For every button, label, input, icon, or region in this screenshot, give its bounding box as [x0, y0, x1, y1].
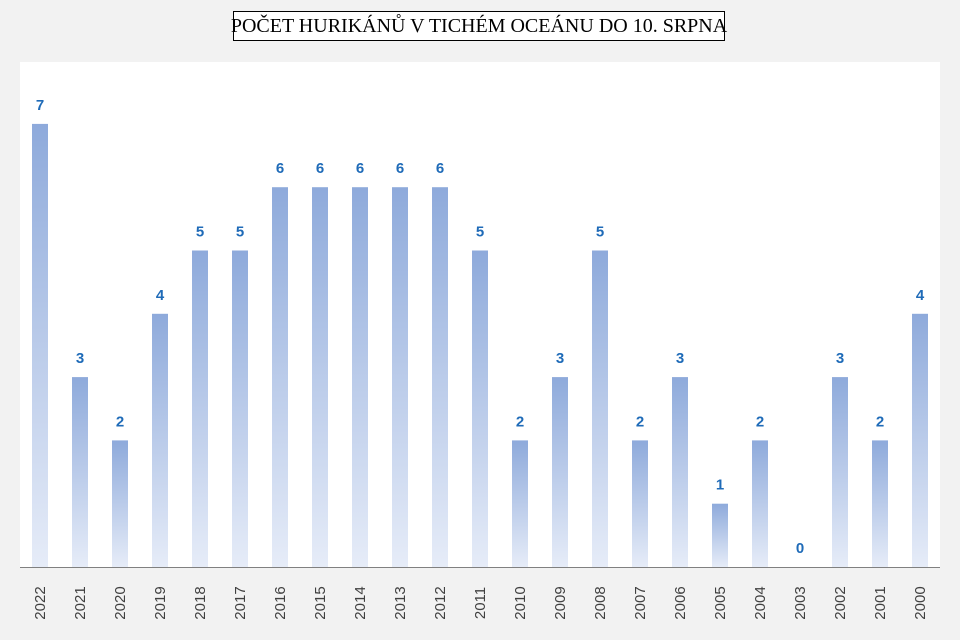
x-tick-2009: 2009: [552, 586, 569, 619]
x-tick-2010: 2010: [512, 586, 529, 619]
data-label-2005: 1: [716, 477, 724, 494]
data-label-2016: 6: [276, 160, 284, 177]
x-tick-2018: 2018: [192, 586, 209, 619]
data-label-2000: 4: [916, 287, 925, 304]
bar-2011: [472, 250, 488, 567]
bar-2010: [512, 440, 528, 567]
data-label-2008: 5: [596, 224, 604, 241]
x-tick-2014: 2014: [352, 586, 369, 619]
data-label-2014: 6: [356, 160, 364, 177]
data-label-2020: 2: [116, 413, 124, 430]
x-tick-2015: 2015: [312, 586, 329, 619]
bar-2020: [112, 440, 128, 567]
bar-2006: [672, 377, 688, 567]
bar-2019: [152, 313, 168, 567]
bar-2021: [72, 377, 88, 567]
data-label-2007: 2: [636, 413, 644, 430]
data-label-2017: 5: [236, 224, 244, 241]
bar-2009: [552, 377, 568, 567]
bar-2008: [592, 250, 608, 567]
value-labels-group: 7 3 2 4 5 5 6 6 6 6 6 5 2 3 5 2 3 1 2 0 3 2 4: [36, 97, 925, 557]
bar-2018: [192, 250, 208, 567]
data-label-2018: 5: [196, 224, 204, 241]
bar-2012: [432, 187, 448, 567]
chart-title: POČET HURIKÁNŮ V TICHÉM OCEÁNU DO 10. SR…: [231, 11, 727, 41]
bar-2002: [832, 377, 848, 567]
bar-2000: [912, 313, 928, 567]
x-tick-2003: 2003: [792, 586, 809, 619]
x-tick-2016: 2016: [272, 586, 289, 619]
x-tick-2004: 2004: [752, 586, 769, 619]
x-tick-2021: 2021: [72, 586, 89, 619]
data-label-2019: 4: [156, 287, 165, 304]
x-tick-2022: 2022: [32, 586, 49, 619]
bar-2014: [352, 187, 368, 567]
data-label-2011: 5: [476, 224, 484, 241]
bar-2004: [752, 440, 768, 567]
bar-2007: [632, 440, 648, 567]
x-tick-2001: 2001: [872, 586, 889, 619]
data-label-2022: 7: [36, 97, 44, 114]
x-tick-2020: 2020: [112, 586, 129, 619]
x-tick-2019: 2019: [152, 586, 169, 619]
bar-2005: [712, 503, 728, 567]
data-label-2002: 3: [836, 350, 844, 367]
x-tick-2000: 2000: [912, 586, 929, 619]
bar-2017: [232, 250, 248, 567]
x-tick-2007: 2007: [632, 586, 649, 619]
bar-2001: [872, 440, 888, 567]
data-label-2006: 3: [676, 350, 684, 367]
x-tick-2013: 2013: [392, 586, 409, 619]
data-label-2001: 2: [876, 413, 884, 430]
x-tick-2008: 2008: [592, 586, 609, 619]
x-tick-labels-group: 2022 2021 2020 2019 2018 2017 2016 2015 2014 2013…: [32, 586, 929, 619]
bar-2013: [392, 187, 408, 567]
data-label-2015: 6: [316, 160, 324, 177]
data-label-2009: 3: [556, 350, 564, 367]
x-tick-2017: 2017: [232, 586, 249, 619]
x-tick-2005: 2005: [712, 586, 729, 619]
data-label-2003: 0: [796, 540, 804, 557]
bar-2016: [272, 187, 288, 567]
x-tick-2012: 2012: [432, 586, 449, 619]
x-tick-2002: 2002: [832, 586, 849, 619]
data-label-2012: 6: [436, 160, 444, 177]
data-label-2013: 6: [396, 160, 404, 177]
data-label-2021: 3: [76, 350, 84, 367]
bar-2022: [32, 123, 48, 568]
data-label-2010: 2: [516, 413, 524, 430]
x-tick-2006: 2006: [672, 586, 689, 619]
x-tick-2011: 2011: [472, 587, 489, 619]
data-label-2004: 2: [756, 413, 764, 430]
bar-2015: [312, 187, 328, 567]
bars-group: [32, 123, 928, 568]
